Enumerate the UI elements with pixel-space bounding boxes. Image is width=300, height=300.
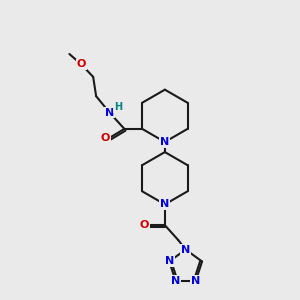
Text: H: H xyxy=(114,102,122,112)
Text: N: N xyxy=(171,276,180,286)
Text: N: N xyxy=(191,276,200,286)
Text: O: O xyxy=(140,220,149,230)
Text: O: O xyxy=(76,59,86,69)
Text: N: N xyxy=(181,244,190,255)
Text: N: N xyxy=(160,137,170,147)
Text: O: O xyxy=(100,133,110,143)
Text: N: N xyxy=(160,200,170,209)
Text: N: N xyxy=(165,256,174,266)
Text: N: N xyxy=(105,108,114,118)
